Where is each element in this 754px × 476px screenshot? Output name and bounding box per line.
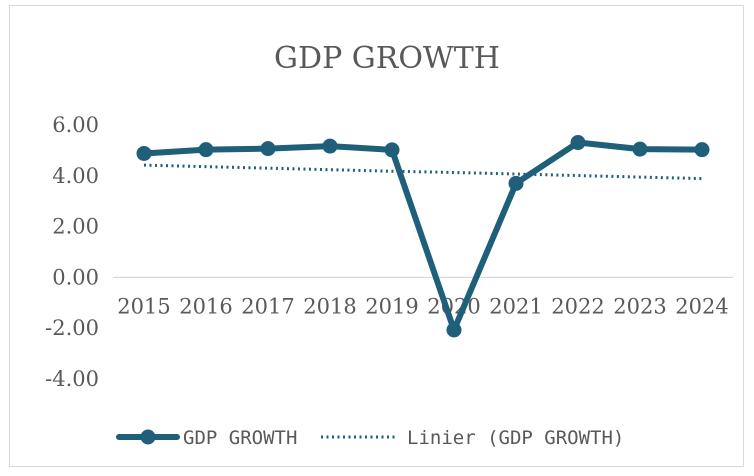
x-tick-label: 2024	[675, 294, 728, 318]
x-tick-label: 2018	[303, 294, 356, 318]
x-tick-label: 2023	[613, 294, 666, 318]
x-tick-label: 2020	[427, 294, 480, 318]
x-tick-label: 2015	[117, 294, 170, 318]
gdp-growth-point	[632, 141, 648, 157]
x-tick-label: 2019	[365, 294, 418, 318]
gdp-growth-point	[322, 138, 338, 154]
series-layer	[136, 135, 710, 338]
x-tick-label: 2022	[551, 294, 604, 318]
gdp-growth-point	[694, 142, 710, 158]
x-axis-ticks: 2015 2016 2017 2018 2019 2020 2021 2022 2023 2024	[117, 294, 728, 318]
trendline-series	[143, 163, 703, 181]
gdp-growth-point	[508, 175, 524, 191]
legend: GDP GROWTH Linier (GDP GROWTH)	[116, 427, 624, 449]
legend-label-trend: Linier (GDP GROWTH)	[407, 427, 624, 449]
gdp-growth-point	[446, 322, 462, 338]
y-tick-label: -4.00	[45, 367, 99, 391]
y-tick-label: 6.00	[52, 113, 99, 137]
gdp-growth-point	[198, 142, 214, 158]
y-tick-label: 0.00	[52, 265, 99, 289]
y-tick-label: 2.00	[52, 215, 99, 239]
x-tick-label: 2017	[241, 294, 294, 318]
legend-marker-gdp-growth	[140, 429, 156, 445]
gdp-growth-point	[136, 145, 152, 161]
chart-title: GDP GROWTH	[274, 41, 500, 76]
x-tick-label: 2016	[179, 294, 232, 318]
x-tick-label: 2021	[489, 294, 542, 318]
gdp-growth-point	[384, 142, 400, 158]
gdp-growth-point	[260, 141, 276, 157]
chart-frame	[9, 5, 744, 467]
legend-label-gdp-growth: GDP GROWTH	[183, 427, 297, 449]
y-axis-ticks: 6.00 4.00 2.00 0.00 -2.00 -4.00	[45, 113, 99, 391]
y-tick-label: -2.00	[45, 316, 99, 340]
gdp-growth-series-line	[141, 139, 705, 333]
gdp-growth-point	[570, 135, 586, 151]
y-tick-label: 4.00	[52, 164, 99, 188]
